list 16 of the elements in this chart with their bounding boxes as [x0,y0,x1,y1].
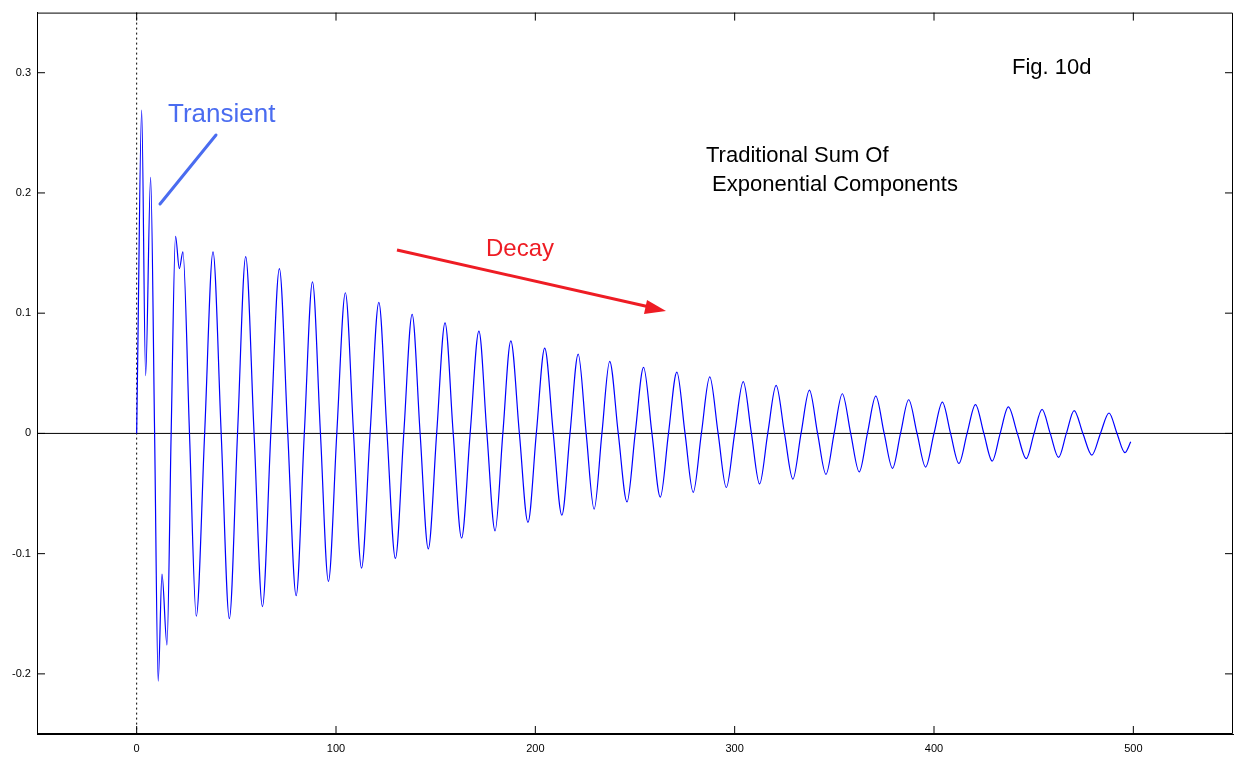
x-tick-label: 400 [924,741,944,754]
x-tick-label: 200 [526,741,545,754]
y-tick-label: 0.2 [15,185,31,198]
y-tick-label: -0.1 [12,546,31,559]
y-tick-label: 0.3 [15,65,31,78]
annotation: Transient [168,97,276,130]
y-tick-label: 0 [24,426,31,439]
y-tick-label: 0.1 [15,306,31,319]
y-tick-label: -0.2 [12,666,31,679]
x-tick-label: 300 [725,741,744,754]
x-tick-label: 100 [326,741,346,754]
x-tick-label: 500 [1124,741,1143,754]
annotation: Traditional Sum Of Exponential Components [706,141,958,198]
x-tick-label: 0 [133,741,140,754]
annotation: Fig. 10d [1012,53,1092,81]
annotation: Decay [486,233,555,263]
